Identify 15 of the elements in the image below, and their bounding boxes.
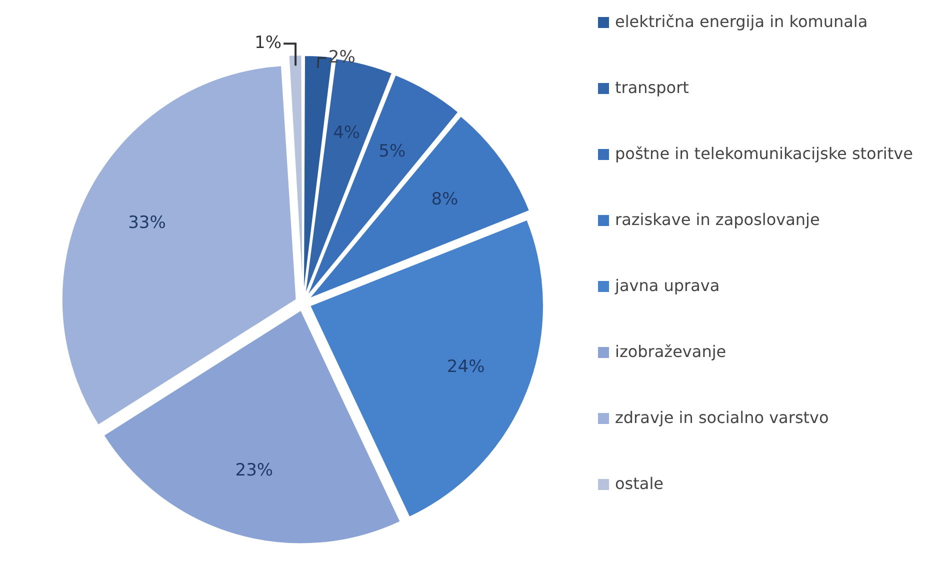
data-label: 1% (254, 33, 282, 54)
data-label: 8% (431, 189, 458, 210)
data-label: 4% (333, 122, 360, 143)
legend-label: izobraževanje (615, 342, 726, 361)
data-label: 23% (235, 460, 274, 481)
data-label: 24% (446, 356, 485, 377)
legend-label: transport (615, 78, 689, 97)
legend-label: zdravje in socialno varstvo (615, 408, 829, 427)
data-label: 33% (128, 212, 166, 233)
legend-label: poštne in telekomunikacijske storitve (615, 144, 913, 163)
legend-label: električna energija in komunala (615, 12, 868, 31)
legend-label: javna uprava (615, 276, 720, 295)
data-label: 5% (378, 142, 406, 162)
legend-label: raziskave in zaposlovanje (615, 210, 820, 229)
legend-label: ostale (615, 474, 664, 493)
